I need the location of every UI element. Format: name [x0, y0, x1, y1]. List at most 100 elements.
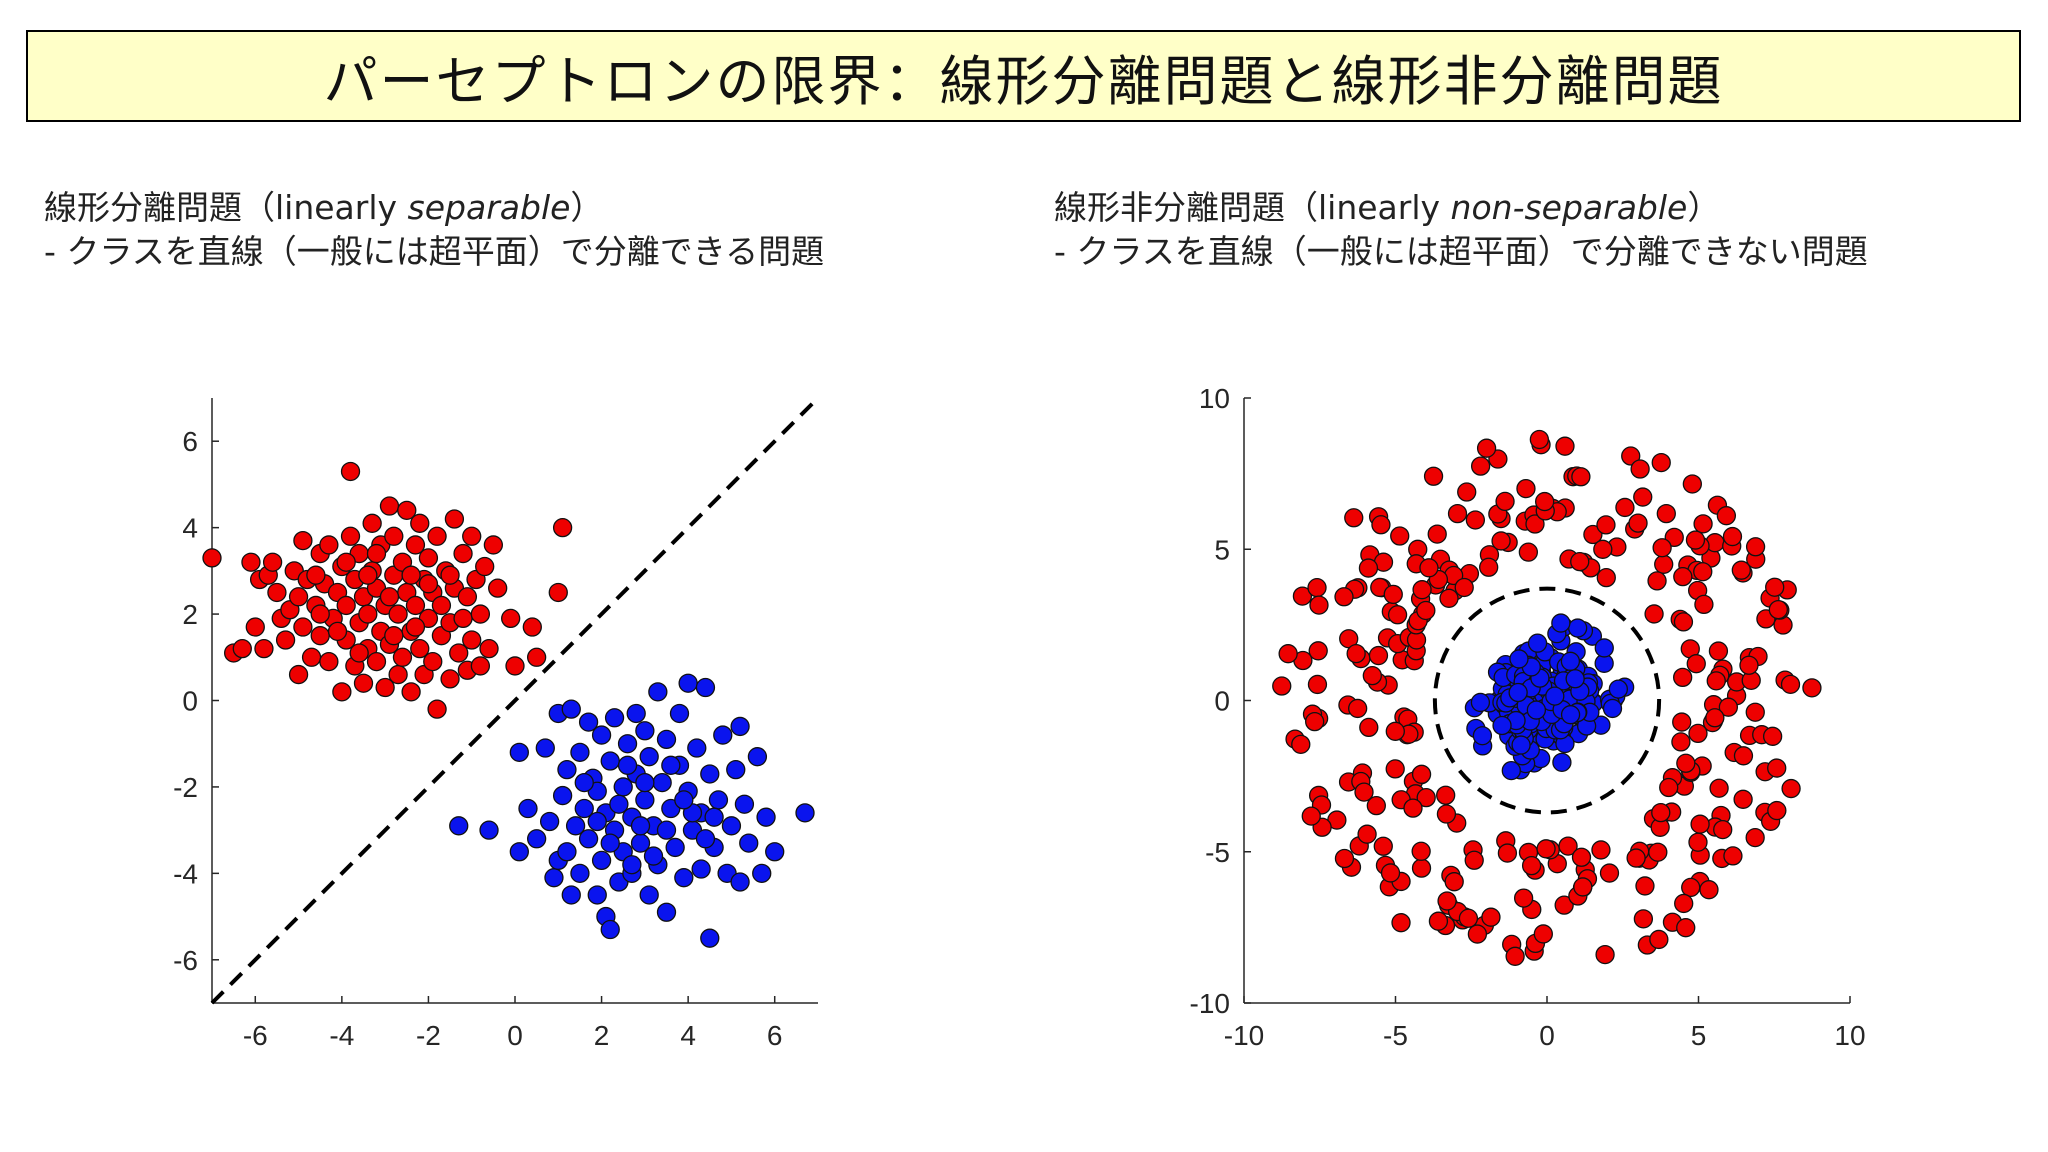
left-red-point — [358, 565, 378, 585]
left-blue-point — [617, 755, 638, 775]
left-red-point — [288, 587, 309, 607]
left-red-point — [453, 543, 473, 564]
right-red-point — [1765, 577, 1785, 597]
left-blue-point — [630, 816, 651, 836]
right-red-point — [1762, 726, 1783, 746]
right-red-point — [1596, 515, 1616, 535]
right-red-point — [1693, 562, 1713, 582]
left-blue-point — [726, 759, 746, 780]
right-red-point — [1722, 526, 1743, 547]
left-red-point — [418, 548, 439, 568]
right-red-point — [1334, 848, 1355, 869]
left-red-point — [327, 621, 348, 642]
right-red-point — [1419, 558, 1439, 578]
right-blue-point — [1545, 686, 1565, 706]
right-red-point — [1651, 452, 1671, 473]
left-y-tick-label: 0 — [182, 686, 198, 717]
right-red-point — [1416, 600, 1436, 621]
left-blue-point — [752, 863, 772, 884]
right-red-point — [1391, 913, 1411, 933]
left-red-point — [483, 535, 504, 555]
right-red-point — [1525, 514, 1545, 534]
right-red-point — [1739, 655, 1759, 675]
left-blue-point — [574, 772, 594, 793]
right-red-point — [1357, 824, 1377, 844]
right-red-point — [1518, 542, 1539, 562]
right-red-point — [1416, 787, 1436, 808]
left-red-point — [288, 664, 309, 685]
right-red-point — [1464, 850, 1484, 870]
left-blue-point — [570, 863, 590, 884]
right-red-point — [1681, 877, 1701, 898]
left-blue-point — [570, 742, 590, 763]
right-blue-point — [1608, 679, 1629, 699]
right-red-point — [1723, 846, 1743, 866]
left-red-point — [488, 578, 508, 598]
left-blue-point — [578, 829, 599, 849]
right-red-point — [1745, 827, 1765, 848]
left-red-point — [306, 565, 326, 585]
right-red-point — [1366, 795, 1386, 816]
left-blue-point — [600, 833, 620, 853]
right-red-point — [1705, 708, 1725, 728]
right-red-point — [1436, 804, 1457, 824]
right-red-point — [1383, 584, 1403, 605]
left-blue-point — [604, 708, 625, 728]
left-blue-point — [635, 772, 655, 793]
right-red-point — [1458, 908, 1479, 928]
left-blue-point — [565, 816, 586, 836]
right-description-text: - クラスを直線（一般には超平面）で分離できない問題 — [1054, 232, 1868, 271]
right-red-point — [1278, 644, 1298, 664]
right-red-point — [1676, 918, 1696, 938]
left-red-point — [275, 630, 296, 650]
right-red-point — [1385, 721, 1405, 741]
right-red-point — [1659, 777, 1679, 798]
right-red-point — [1633, 487, 1653, 507]
left-red-point — [319, 535, 339, 555]
left-y-tick-label: -2 — [173, 772, 198, 803]
right-red-point — [1309, 595, 1329, 615]
left-blue-point — [765, 842, 785, 862]
right-red-point — [1371, 515, 1391, 535]
right-y-tick-label: 0 — [1214, 686, 1230, 717]
left-blue-point — [687, 738, 707, 758]
left-blue-point — [674, 868, 694, 888]
left-heading: 線形分離問題（linearly separable） — [44, 188, 604, 227]
right-red-point — [1291, 734, 1311, 754]
left-red-point — [384, 526, 404, 546]
right-red-point — [1571, 467, 1591, 487]
right-red-point — [1706, 671, 1726, 691]
left-description: 線形分離問題（linearly separable） - クラスを直線（一般には… — [44, 186, 824, 274]
right-decision-boundary — [1432, 586, 1662, 815]
left-y-tick-label: -4 — [173, 858, 198, 889]
left-red-point — [366, 543, 387, 564]
right-blue-point — [1492, 715, 1512, 736]
left-red-point — [358, 604, 378, 624]
right-red-point — [1731, 560, 1751, 580]
left-x-tick-label: -2 — [416, 1020, 441, 1051]
right-red-point — [1479, 557, 1499, 577]
left-blue-point — [674, 790, 694, 810]
left-red-point — [501, 608, 521, 629]
right-red-point — [1423, 466, 1444, 486]
left-blue-point — [669, 703, 690, 724]
right-blue-point — [1470, 692, 1491, 713]
right-blue-point — [1602, 698, 1623, 719]
right-red-point — [1626, 848, 1646, 868]
left-blue-point — [747, 747, 768, 767]
right-red-point — [1599, 863, 1620, 883]
left-red-point — [384, 626, 404, 646]
right-red-point — [1403, 798, 1423, 818]
right-red-point — [1674, 893, 1694, 914]
right-blue-point — [1511, 735, 1531, 755]
right-blue-point — [1509, 649, 1529, 669]
right-red-point — [1533, 924, 1553, 944]
right-red-point — [1481, 907, 1501, 927]
left-blue-point — [656, 820, 677, 840]
right-blue-point — [1526, 700, 1547, 720]
left-red-point — [232, 638, 252, 659]
left-red-point — [254, 638, 274, 659]
left-blue-point — [617, 734, 638, 754]
left-x-tick-label: 4 — [680, 1020, 696, 1051]
left-blue-point — [730, 716, 750, 737]
